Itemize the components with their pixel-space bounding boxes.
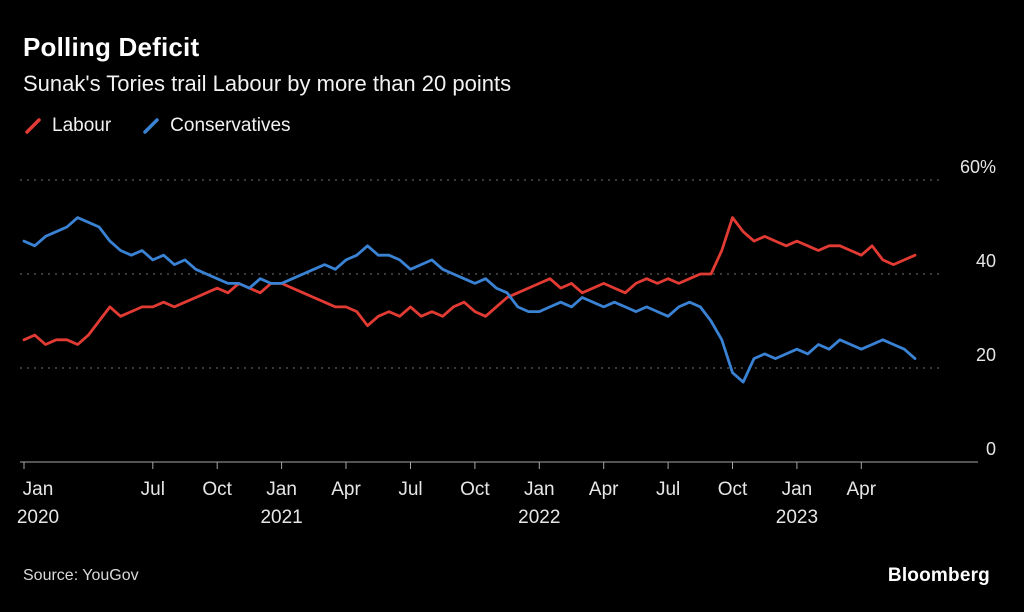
x-tick-label: Jul	[656, 479, 680, 500]
page-title: Polling Deficit	[23, 32, 200, 62]
x-tick-label: Jul	[398, 479, 422, 500]
x-tick-label: Oct	[718, 479, 748, 500]
y-tick-label: 60%	[960, 157, 996, 177]
x-tick-label: Jan	[782, 479, 813, 500]
x-tick-year: 2023	[776, 507, 818, 528]
legend: Labour Conservatives	[23, 115, 291, 137]
bloomberg-logo: Bloomberg	[887, 565, 990, 586]
chart-area: 60% 40 20 0 Jan 2020 Jul Oct Jan 2021 Apr Jul Oct Jan…	[0, 148, 1024, 548]
x-tick-label: Jul	[141, 479, 165, 500]
x-tick-label: Apr	[847, 479, 877, 500]
legend-label-conservatives: Conservatives	[170, 115, 291, 136]
page-subtitle: Sunak's Tories trail Labour by more than…	[23, 71, 512, 96]
conservatives-line-icon	[143, 118, 159, 134]
source-note: Source: YouGov	[23, 567, 139, 584]
x-tick-label: Oct	[460, 479, 490, 500]
x-tick-label: Apr	[331, 479, 361, 500]
x-tick-year: 2022	[518, 507, 560, 528]
y-tick-label: 40	[976, 251, 996, 271]
labour-line-icon	[25, 118, 41, 134]
x-tick-year: 2021	[260, 507, 302, 528]
x-tick-label: Jan	[524, 479, 555, 500]
y-tick-label: 20	[976, 345, 996, 365]
x-tick-label: Jan	[266, 479, 297, 500]
legend-label-labour: Labour	[52, 115, 112, 136]
series-line-labour	[22, 216, 917, 346]
x-tick-label: Oct	[202, 479, 232, 500]
x-tick-label: Apr	[589, 479, 619, 500]
y-tick-label: 0	[986, 439, 996, 459]
x-tick-year: 2020	[17, 507, 59, 528]
polling-line-chart: 60% 40 20 0 Jan 2020 Jul Oct Jan 2021 Apr Jul Oct Jan…	[17, 157, 996, 528]
x-tick-label: Jan	[23, 479, 54, 500]
legend-item-conservatives: Conservatives	[141, 115, 291, 137]
series-line-conservatives	[22, 216, 917, 384]
legend-item-labour: Labour	[23, 115, 111, 137]
